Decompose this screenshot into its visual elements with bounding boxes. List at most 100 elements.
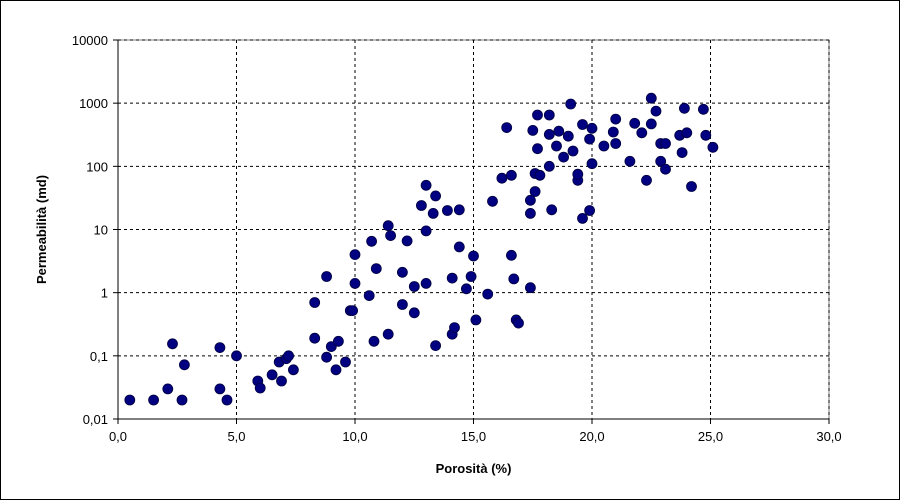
- data-point: [525, 282, 536, 294]
- data-point: [178, 359, 190, 371]
- data-point: [396, 266, 408, 278]
- data-point: [598, 140, 610, 152]
- data-point: [420, 277, 432, 289]
- data-point: [586, 122, 598, 134]
- data-point: [650, 105, 662, 117]
- data-point: [501, 122, 513, 133]
- data-point: [254, 382, 266, 394]
- x-axis-title: Porosità (%): [436, 461, 512, 476]
- data-point: [396, 299, 408, 310]
- data-point: [543, 160, 555, 172]
- y-tick-label: 10000: [72, 33, 108, 48]
- y-tick-label: 100: [86, 159, 108, 174]
- data-point: [366, 235, 378, 247]
- data-point: [460, 283, 472, 295]
- x-tick-label: 15,0: [461, 429, 486, 444]
- data-points: [124, 92, 719, 406]
- data-point: [441, 205, 453, 216]
- data-point: [698, 103, 709, 115]
- x-tick-label: 5,0: [227, 429, 245, 444]
- data-point: [221, 394, 233, 406]
- data-point: [453, 241, 465, 253]
- data-point: [553, 125, 565, 137]
- x-tick-label: 0,0: [109, 429, 127, 444]
- data-point: [266, 369, 278, 381]
- tick-labels: 0,0 5,0 10,0 15,0 20,0 25,0 30,0 0,01 0,1 1 10 100 1…: [72, 33, 842, 444]
- data-point: [340, 356, 351, 368]
- y-axis-title: Permeabilità (md): [34, 175, 49, 284]
- data-point: [681, 127, 693, 139]
- data-point: [321, 351, 333, 363]
- data-point: [505, 169, 517, 181]
- data-point: [287, 364, 299, 376]
- data-point: [283, 350, 295, 362]
- data-point: [349, 277, 361, 289]
- data-point: [401, 235, 413, 247]
- data-point: [176, 394, 188, 406]
- data-point: [496, 172, 508, 184]
- data-point: [332, 335, 344, 347]
- data-point: [420, 179, 432, 191]
- data-point: [368, 335, 380, 347]
- data-point: [610, 113, 622, 125]
- data-point: [162, 383, 174, 395]
- data-point: [565, 98, 577, 110]
- data-point: [562, 130, 574, 142]
- y-tick-label: 10: [94, 223, 108, 238]
- data-point: [363, 290, 375, 302]
- data-point: [700, 129, 712, 141]
- y-tick-label: 0,01: [83, 412, 108, 427]
- data-point: [660, 163, 671, 175]
- data-point: [505, 249, 517, 261]
- data-point: [607, 126, 619, 138]
- x-tick-label: 30,0: [816, 429, 841, 444]
- data-point: [449, 322, 460, 334]
- data-point: [167, 338, 178, 350]
- data-point: [465, 271, 477, 282]
- data-point: [446, 272, 458, 284]
- data-point: [572, 168, 584, 180]
- data-point: [645, 92, 657, 104]
- data-point: [427, 207, 439, 219]
- data-point: [532, 143, 543, 155]
- data-point: [624, 155, 636, 167]
- data-point: [525, 194, 536, 206]
- data-point: [468, 250, 479, 262]
- data-point: [636, 127, 648, 139]
- data-point: [577, 119, 588, 130]
- data-point: [370, 263, 382, 275]
- data-point: [382, 220, 394, 232]
- data-point: [214, 342, 226, 354]
- data-point: [686, 181, 697, 192]
- data-point: [567, 145, 579, 157]
- data-point: [546, 204, 558, 216]
- data-point: [660, 138, 671, 149]
- data-point: [420, 225, 432, 237]
- data-point: [534, 169, 546, 181]
- x-tick-label: 20,0: [579, 429, 604, 444]
- data-point: [584, 205, 595, 216]
- data-point: [577, 212, 588, 224]
- data-point: [525, 207, 536, 219]
- x-tick-label: 25,0: [698, 429, 723, 444]
- data-point: [676, 147, 688, 159]
- data-point: [430, 190, 442, 202]
- data-point: [415, 200, 427, 211]
- data-point: [124, 394, 136, 406]
- data-point: [645, 118, 657, 130]
- data-point: [487, 195, 498, 207]
- data-point: [482, 288, 494, 300]
- y-tick-label: 1000: [79, 96, 108, 111]
- data-point: [148, 394, 160, 406]
- data-point: [641, 174, 652, 186]
- data-point: [408, 307, 420, 319]
- y-tick-label: 0,1: [90, 349, 108, 364]
- data-point: [584, 133, 595, 145]
- data-point: [610, 138, 622, 149]
- data-point: [707, 141, 719, 153]
- data-point: [309, 332, 321, 344]
- data-point: [679, 102, 690, 114]
- axes: [113, 39, 830, 424]
- data-point: [586, 158, 598, 170]
- data-point: [551, 140, 562, 152]
